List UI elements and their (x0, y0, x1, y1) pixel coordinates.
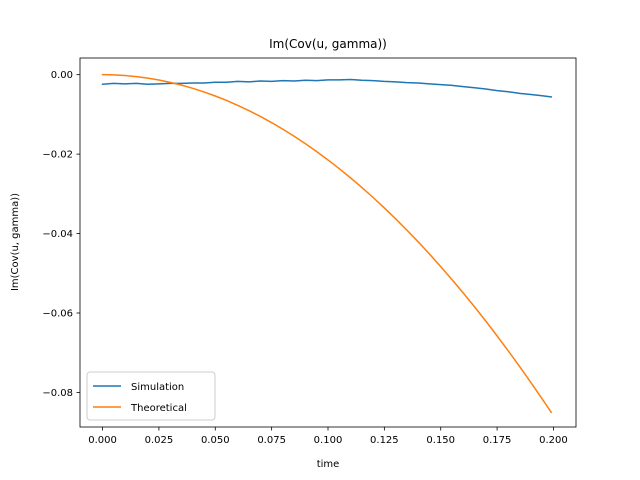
x-tick-label: 0.175 (483, 435, 512, 446)
legend-box (86, 371, 216, 421)
legend: Simulation Theoretical (86, 371, 216, 421)
x-tick-label: 0.150 (426, 435, 455, 446)
x-tick-label: 0.000 (88, 435, 117, 446)
y-axis-ticks: 0.00 −0.02 −0.04 −0.06 −0.08 (42, 70, 80, 399)
x-tick-label: 0.200 (539, 435, 568, 446)
plot-lines (101, 73, 553, 414)
y-tick-label: 0.00 (51, 70, 73, 81)
series-line-theoretical (101, 73, 553, 414)
x-tick-label: 0.050 (201, 435, 230, 446)
y-tick-label: −0.08 (42, 388, 73, 399)
y-axis-label: Im(Cov(u, gamma)) (10, 193, 21, 291)
legend-label-simulation: Simulation (131, 382, 184, 393)
y-tick-label: −0.06 (42, 309, 73, 320)
y-tick-label: −0.04 (42, 229, 73, 240)
y-tick-label: −0.02 (42, 150, 73, 161)
x-tick-label: 0.025 (145, 435, 174, 446)
x-tick-label: 0.125 (370, 435, 399, 446)
x-axis-label: time (317, 459, 340, 470)
x-tick-label: 0.100 (314, 435, 343, 446)
legend-label-theoretical: Theoretical (130, 403, 187, 414)
chart-title: Im(Cov(u, gamma)) (269, 37, 387, 51)
x-axis-ticks: 0.000 0.025 0.050 0.075 0.100 0.125 0.150 0.175… (88, 427, 568, 446)
x-tick-label: 0.075 (257, 435, 286, 446)
series-line-simulation (101, 78, 553, 98)
